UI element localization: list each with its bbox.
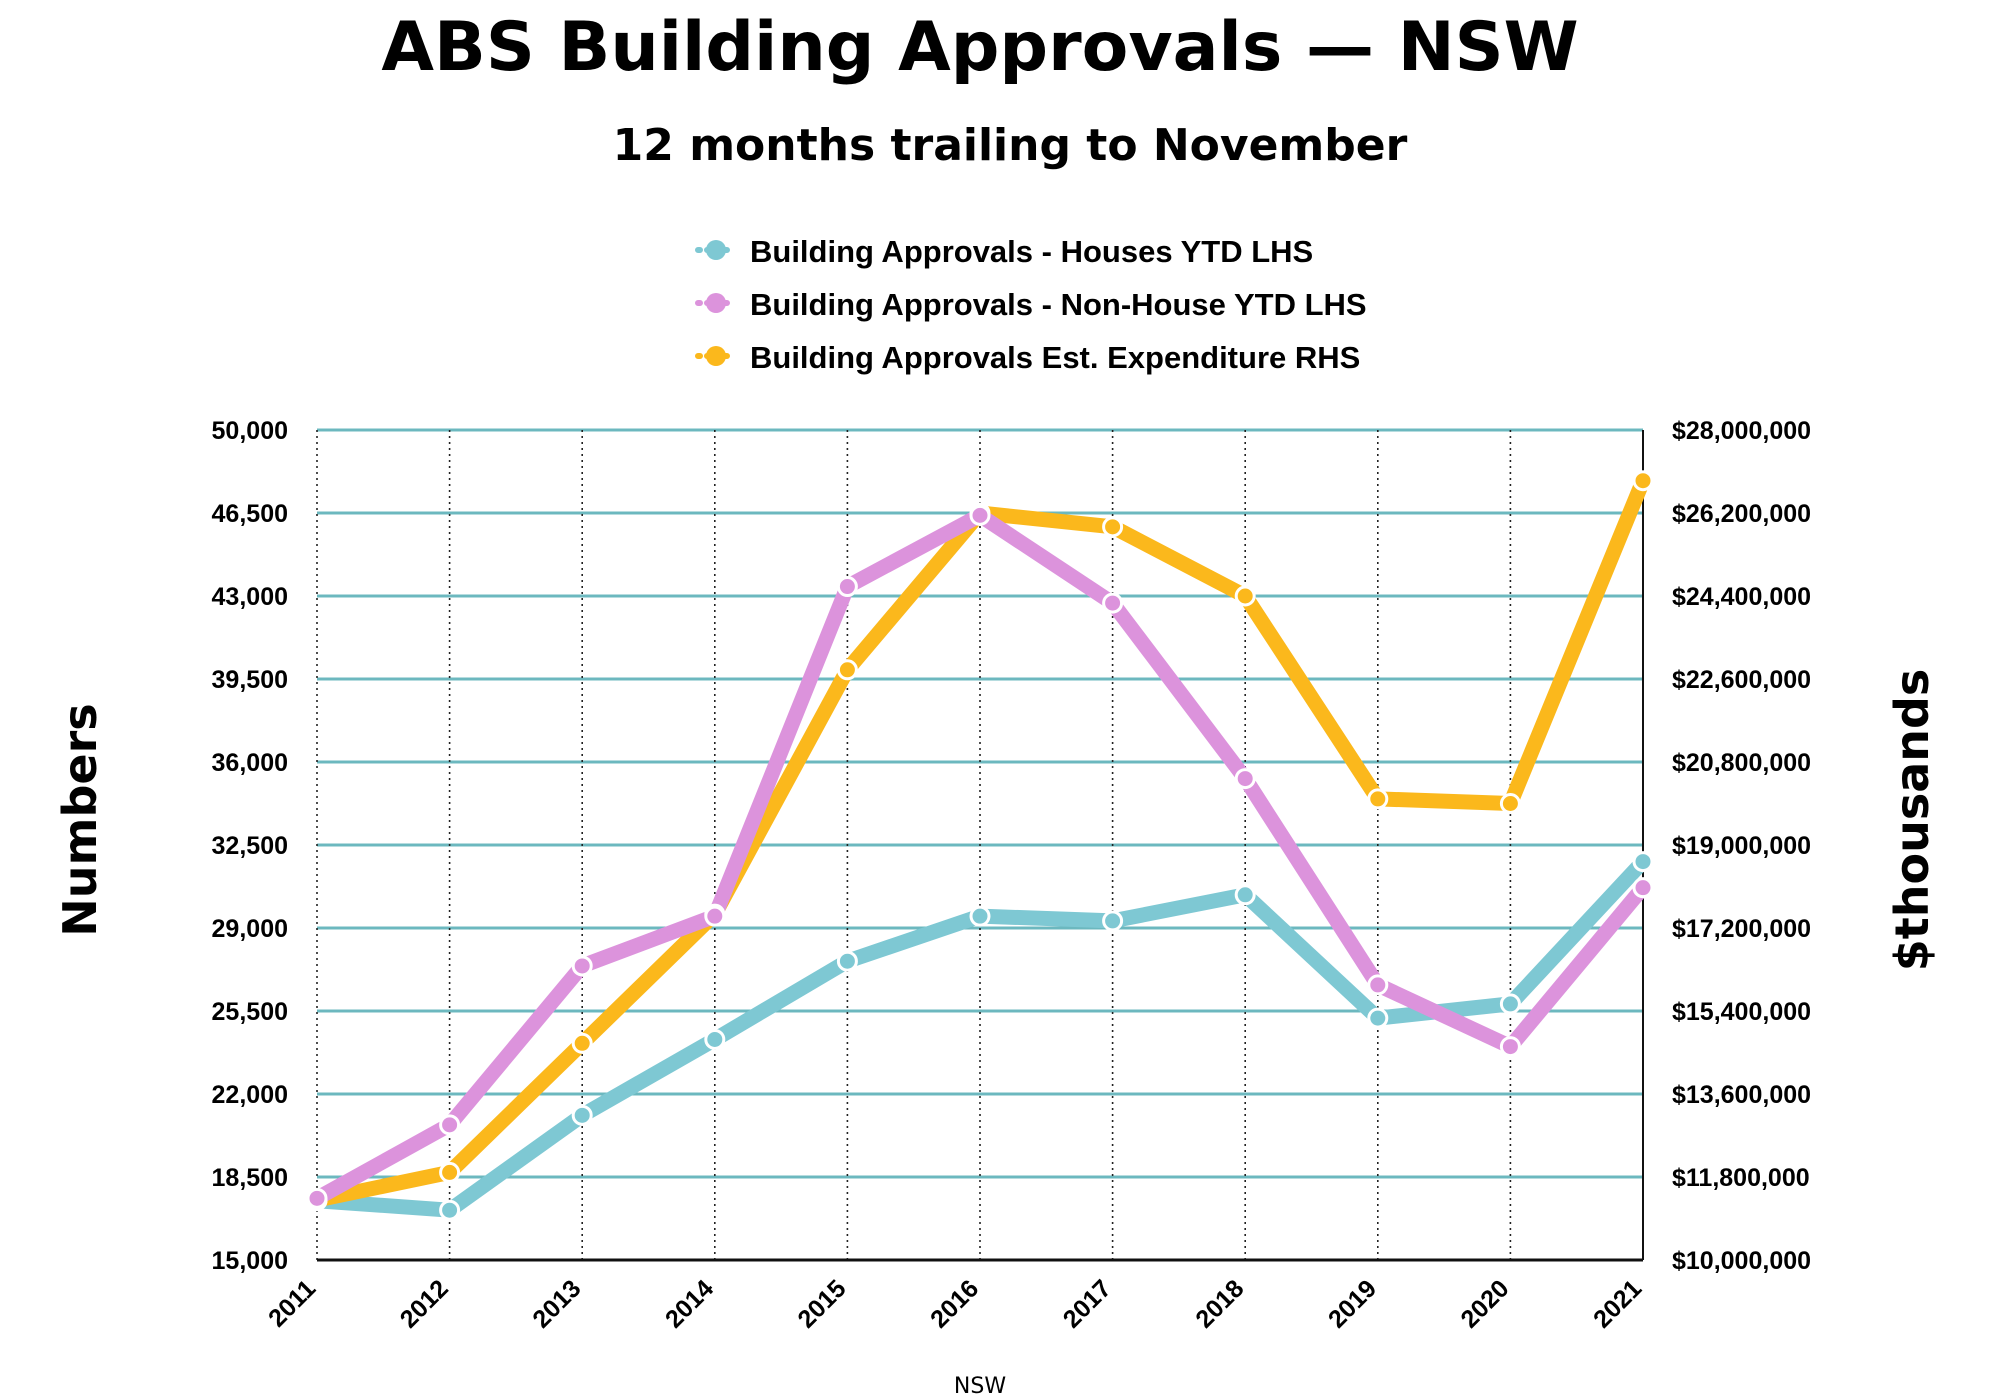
y-tick-label-left: 25,500 (212, 998, 288, 1026)
right-axis-title: $thousands (1885, 669, 1939, 972)
legend-marker-non-house (706, 293, 726, 313)
data-point (969, 905, 991, 927)
y-tick-label-right: $10,000,000 (1672, 1247, 1811, 1275)
y-tick-label-left: 22,000 (212, 1081, 288, 1109)
legend-item-expenditure[interactable]: Building Approvals Est. Expenditure RHS (695, 340, 1360, 375)
data-point (1234, 768, 1256, 790)
legend-label-non-house: Building Approvals - Non-House YTD LHS (750, 287, 1367, 322)
data-point (1632, 877, 1654, 899)
left-axis-title: Numbers (53, 703, 107, 936)
x-tick-label: 2018 (1190, 1274, 1249, 1333)
x-tick-label: 2012 (395, 1274, 454, 1333)
data-point (1102, 910, 1124, 932)
y-tick-label-right: $20,800,000 (1672, 749, 1811, 777)
data-point (704, 905, 726, 927)
y-tick-label-left: 29,000 (212, 915, 288, 943)
legend-label-houses: Building Approvals - Houses YTD LHS (750, 234, 1313, 269)
data-point (704, 1028, 726, 1050)
data-point (1632, 851, 1654, 873)
data-point (836, 576, 858, 598)
left-axis-ticks: 15,000 18,500 22,000 25,500 29,000 32,500 36,0… (212, 417, 288, 1275)
x-tick-label: 2011 (263, 1274, 321, 1332)
data-point (1367, 974, 1389, 996)
legend-item-houses[interactable]: Building Approvals - Houses YTD LHS (695, 234, 1313, 269)
data-point (1102, 592, 1124, 614)
y-tick-label-left: 43,000 (212, 583, 288, 611)
x-tick-label: 2016 (925, 1274, 984, 1333)
x-tick-label: 2013 (527, 1274, 586, 1333)
y-tick-label-right: $26,200,000 (1672, 500, 1811, 528)
data-point (1499, 1036, 1521, 1058)
legend-marker-expenditure (706, 346, 726, 366)
x-tick-label: 2014 (660, 1274, 719, 1333)
legend-marker-houses (706, 240, 726, 260)
data-point (1367, 788, 1389, 810)
data-point (836, 659, 858, 681)
data-point (1367, 1007, 1389, 1029)
data-point (1499, 993, 1521, 1015)
x-tick-label: 2020 (1456, 1274, 1515, 1333)
data-point (1632, 470, 1654, 492)
data-point (1102, 516, 1124, 538)
x-tick-label: 2017 (1058, 1274, 1117, 1333)
y-tick-label-left: 15,000 (212, 1247, 288, 1275)
y-tick-label-right: $28,000,000 (1672, 417, 1811, 445)
y-tick-label-left: 46,500 (212, 500, 288, 528)
x-axis-title: NSW (954, 1374, 1006, 1399)
axes (316, 430, 1644, 1262)
data-point (571, 1032, 593, 1054)
y-tick-label-left: 32,500 (212, 832, 288, 860)
x-tick-label: 2015 (793, 1274, 852, 1333)
data-point (836, 950, 858, 972)
series-points (306, 470, 1654, 1221)
y-tick-label-right: $17,200,000 (1672, 915, 1811, 943)
legend-item-non-house[interactable]: Building Approvals - Non-House YTD LHS (695, 287, 1367, 322)
y-tick-label-left: 18,500 (212, 1164, 288, 1192)
y-tick-label-left: 39,500 (212, 666, 288, 694)
data-point (439, 1114, 461, 1136)
data-point (1234, 884, 1256, 906)
y-tick-label-right: $13,600,000 (1672, 1081, 1811, 1109)
data-point (571, 955, 593, 977)
series-line (309, 473, 1651, 1208)
x-axis-ticks: 2011 2012 2013 2014 2015 2016 2017 2018 2019 2020… (263, 1274, 1647, 1333)
chart-title: ABS Building Approvals — NSW (381, 8, 1578, 87)
y-tick-label-right: $24,400,000 (1672, 583, 1811, 611)
y-tick-label-right: $19,000,000 (1672, 832, 1811, 860)
y-tick-label-right: $11,800,000 (1672, 1164, 1810, 1192)
chart-subtitle: 12 months trailing to November (613, 120, 1408, 171)
data-point (1234, 585, 1256, 607)
x-tick-label: 2021 (1588, 1274, 1647, 1333)
y-tick-label-left: 50,000 (212, 417, 288, 445)
y-tick-label-left: 36,000 (212, 749, 288, 777)
x-tick-label: 2019 (1323, 1274, 1382, 1333)
y-tick-label-right: $15,400,000 (1672, 998, 1811, 1026)
data-point (1499, 793, 1521, 814)
legend: Building Approvals - Houses YTD LHS Buil… (695, 234, 1367, 375)
data-point (439, 1161, 461, 1183)
data-point (306, 1187, 328, 1209)
data-point (969, 504, 991, 526)
data-point (439, 1199, 461, 1221)
y-tick-label-right: $22,600,000 (1672, 666, 1811, 694)
legend-label-expenditure: Building Approvals Est. Expenditure RHS (750, 340, 1360, 375)
right-axis-ticks: $10,000,000 $11,800,000 $13,600,000 $15,400… (1672, 417, 1811, 1275)
data-point (571, 1104, 593, 1126)
